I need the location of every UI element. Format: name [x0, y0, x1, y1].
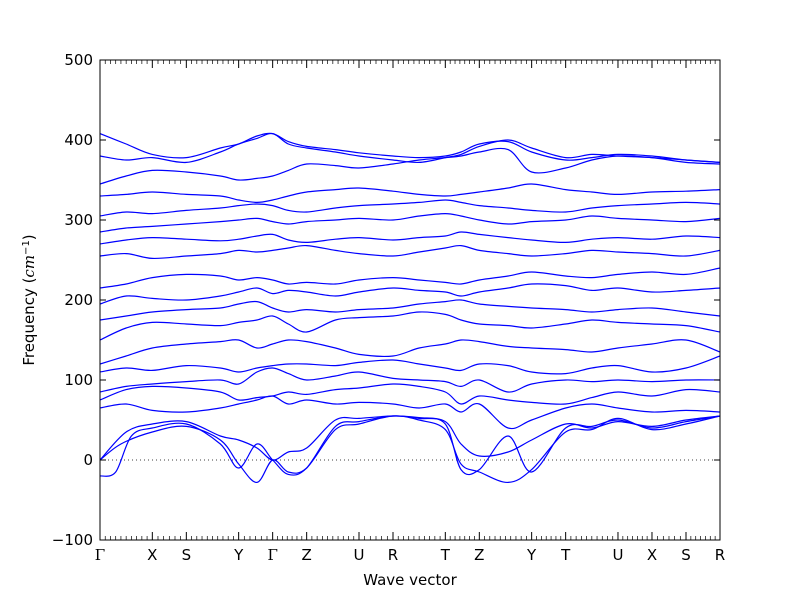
x-tick-label: T [560, 546, 571, 564]
x-tick-label: U [353, 546, 364, 564]
band-line-4 [100, 395, 720, 430]
band-line-5 [100, 383, 720, 405]
y-tick-label: 100 [64, 371, 93, 389]
band-line-9 [100, 311, 720, 341]
y-tick-label: 300 [64, 211, 93, 229]
y-tick-label: 500 [64, 51, 93, 69]
band-line-11 [100, 283, 720, 305]
band-line-20 [100, 132, 720, 163]
band-line-15 [100, 212, 720, 233]
band-line-18 [100, 147, 720, 185]
band-line-12 [100, 267, 720, 289]
y-tick-label: 400 [64, 131, 93, 149]
y-tick-label: 0 [83, 451, 93, 469]
x-tick-label: X [647, 546, 657, 564]
x-tick-label: Γ [267, 546, 277, 564]
y-axis-title: Frequency (cm−1) [20, 234, 38, 365]
band-line-10 [100, 299, 720, 321]
x-tick-label: T [440, 546, 451, 564]
x-tick-label: S [681, 546, 691, 564]
band-line-14 [100, 231, 720, 245]
x-tick-label: X [147, 546, 157, 564]
x-tick-label: Z [474, 546, 484, 564]
x-tick-label: R [388, 546, 398, 564]
band-line-6 [100, 367, 720, 393]
x-tick-label: Γ [95, 546, 105, 564]
y-axis-title-close: ) [20, 234, 38, 240]
band-line-13 [100, 244, 720, 260]
band-line-19 [100, 132, 720, 164]
x-tick-label: Z [302, 546, 312, 564]
y-axis-title-exponent: −1 [21, 240, 32, 255]
x-tick-label: Y [233, 546, 244, 564]
x-tick-label: U [612, 546, 623, 564]
band-line-8 [100, 339, 720, 365]
x-tick-label: S [182, 546, 192, 564]
x-axis-title: Wave vector [363, 571, 457, 589]
band-line-16 [100, 199, 720, 217]
y-tick-label: 200 [64, 291, 93, 309]
x-tick-label: Y [526, 546, 537, 564]
x-tick-label: R [715, 546, 725, 564]
band-line-7 [100, 355, 720, 375]
y-tick-label: −100 [52, 531, 93, 549]
band-line-3 [100, 415, 720, 477]
band-line-17 [100, 183, 720, 204]
y-axis-title-text: Frequency ( [20, 278, 38, 366]
y-axis-title-unit: cm [20, 255, 38, 278]
